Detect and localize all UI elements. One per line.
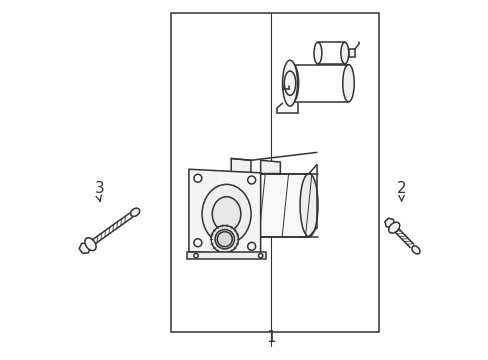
Bar: [171, 13, 378, 332]
Polygon shape: [187, 252, 265, 259]
Ellipse shape: [300, 174, 317, 237]
Circle shape: [194, 253, 198, 258]
Ellipse shape: [313, 42, 321, 64]
Circle shape: [247, 176, 255, 184]
Ellipse shape: [211, 226, 238, 253]
Ellipse shape: [282, 60, 297, 106]
Polygon shape: [188, 169, 260, 255]
Bar: [348, 49, 354, 57]
Text: 2: 2: [396, 181, 406, 196]
Ellipse shape: [342, 64, 353, 102]
Circle shape: [194, 174, 202, 182]
Polygon shape: [231, 158, 250, 174]
Ellipse shape: [217, 232, 232, 247]
Circle shape: [247, 242, 255, 250]
Circle shape: [258, 253, 262, 258]
Polygon shape: [260, 160, 280, 174]
Ellipse shape: [388, 222, 399, 233]
Ellipse shape: [212, 197, 241, 231]
Ellipse shape: [286, 64, 298, 102]
Circle shape: [194, 239, 202, 247]
Ellipse shape: [340, 42, 348, 64]
Polygon shape: [79, 243, 90, 253]
Bar: [224, 174, 308, 237]
Text: 3: 3: [94, 181, 104, 196]
Ellipse shape: [411, 246, 419, 254]
Ellipse shape: [202, 184, 250, 244]
Polygon shape: [384, 218, 394, 228]
Ellipse shape: [215, 229, 234, 249]
Ellipse shape: [130, 208, 140, 216]
Ellipse shape: [84, 238, 96, 251]
Text: 1: 1: [266, 330, 276, 345]
